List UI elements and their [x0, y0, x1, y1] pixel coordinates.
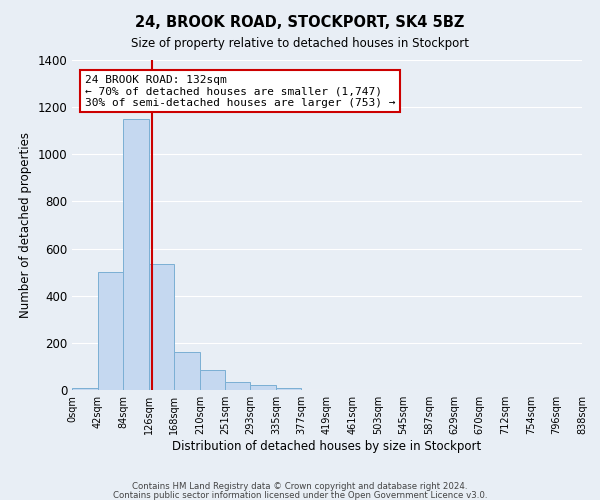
Text: 24, BROOK ROAD, STOCKPORT, SK4 5BZ: 24, BROOK ROAD, STOCKPORT, SK4 5BZ — [136, 15, 464, 30]
Bar — [149, 264, 174, 390]
Bar — [123, 119, 149, 390]
Bar — [200, 370, 225, 390]
Text: Size of property relative to detached houses in Stockport: Size of property relative to detached ho… — [131, 38, 469, 51]
Bar — [174, 352, 200, 390]
X-axis label: Distribution of detached houses by size in Stockport: Distribution of detached houses by size … — [172, 440, 482, 453]
Bar — [225, 382, 250, 390]
Y-axis label: Number of detached properties: Number of detached properties — [19, 132, 32, 318]
Text: 24 BROOK ROAD: 132sqm
← 70% of detached houses are smaller (1,747)
30% of semi-d: 24 BROOK ROAD: 132sqm ← 70% of detached … — [85, 75, 395, 108]
Bar — [98, 272, 123, 390]
Bar — [250, 385, 276, 390]
Text: Contains public sector information licensed under the Open Government Licence v3: Contains public sector information licen… — [113, 490, 487, 500]
Bar — [72, 388, 98, 390]
Bar — [276, 388, 301, 390]
Text: Contains HM Land Registry data © Crown copyright and database right 2024.: Contains HM Land Registry data © Crown c… — [132, 482, 468, 491]
